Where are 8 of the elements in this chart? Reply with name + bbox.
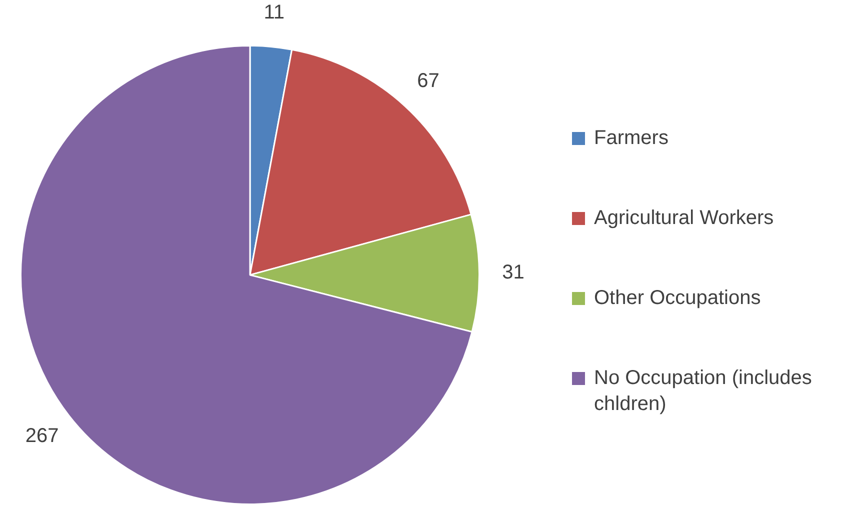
legend-label: Agricultural Workers (594, 206, 774, 231)
legend-label: Other Occupations (594, 286, 761, 311)
data-label: 11 (264, 1, 285, 24)
legend-label: Farmers (594, 126, 668, 151)
legend-label: No Occupation (includes chldren) (594, 366, 813, 417)
data-label: 31 (502, 261, 524, 284)
data-label: 67 (417, 70, 440, 92)
data-label: 267 (25, 424, 59, 447)
